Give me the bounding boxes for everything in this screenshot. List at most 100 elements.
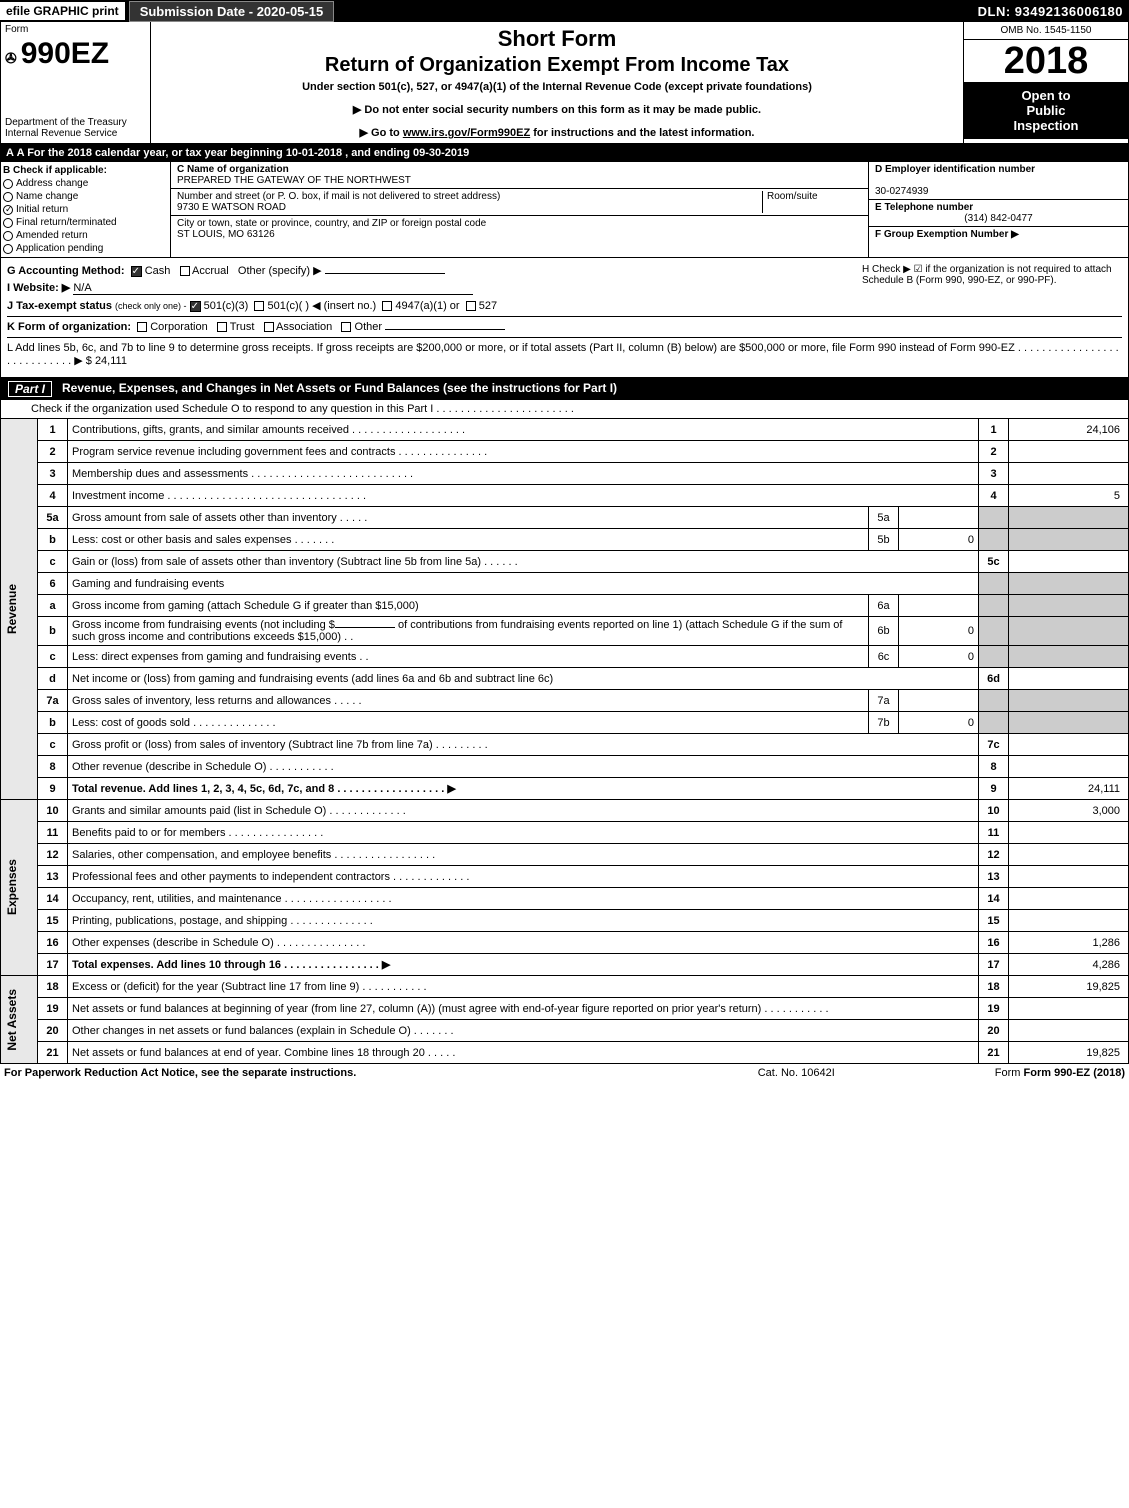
form-version: Form Form 990-EZ (2018) <box>995 1067 1125 1079</box>
line-4: 4 Investment income . . . . . . . . . . … <box>1 485 1129 507</box>
line-20: 20Other changes in net assets or fund ba… <box>1 1020 1129 1042</box>
chk-corp[interactable] <box>137 322 147 332</box>
period-begin: 10-01-2018 <box>286 147 342 159</box>
line-5b: b Less: cost or other basis and sales ex… <box>1 529 1129 551</box>
line-16: 16Other expenses (describe in Schedule O… <box>1 932 1129 954</box>
line-14: 14Occupancy, rent, utilities, and mainte… <box>1 888 1129 910</box>
phone: (314) 842-0477 <box>875 213 1122 224</box>
chk-trust[interactable] <box>217 322 227 332</box>
title-short-form: Short Form <box>159 26 955 52</box>
amt-10: 3,000 <box>1009 800 1129 822</box>
line-11: 11Benefits paid to or for members . . . … <box>1 822 1129 844</box>
sections-g-to-l: H Check ▶ ☑ if the organization is not r… <box>0 258 1129 378</box>
chk-pending[interactable]: Application pending <box>3 242 168 255</box>
form-number: ✇990EZ <box>1 37 150 71</box>
website-value: N/A <box>73 282 473 295</box>
chk-4947[interactable] <box>382 301 392 311</box>
open-inspection: Open to Public Inspection <box>964 82 1128 139</box>
form-icon: ✇ <box>5 50 17 67</box>
submission-date: Submission Date - 2020-05-15 <box>129 1 335 22</box>
part1-table: Revenue 1 Contributions, gifts, grants, … <box>0 418 1129 1064</box>
subtitle: Under section 501(c), 527, or 4947(a)(1)… <box>159 81 955 93</box>
line-5c: c Gain or (loss) from sale of assets oth… <box>1 551 1129 573</box>
chk-accrual[interactable] <box>180 266 190 276</box>
line-9: 9 Total revenue. Add lines 1, 2, 3, 4, 5… <box>1 778 1129 800</box>
chk-501c3[interactable] <box>190 301 201 312</box>
chk-final[interactable]: Final return/terminated <box>3 216 168 229</box>
line-6: 6 Gaming and fundraising events <box>1 573 1129 595</box>
line-21: 21Net assets or fund balances at end of … <box>1 1042 1129 1064</box>
chk-address[interactable]: Address change <box>3 177 168 190</box>
chk-assoc[interactable] <box>264 322 274 332</box>
l-amount: $ 24,111 <box>86 355 127 367</box>
entity-block: B Check if applicable: Address change Na… <box>0 162 1129 258</box>
tax-year: 2018 <box>964 40 1128 82</box>
period-a-label: A <box>6 147 14 159</box>
efile-header: efile GRAPHIC print Submission Date - 20… <box>0 0 1129 22</box>
cat-no: Cat. No. 10642I <box>758 1067 835 1079</box>
entity-name-address: C Name of organization PREPARED THE GATE… <box>171 162 868 257</box>
tax-period: A A For the 2018 calendar year, or tax y… <box>0 144 1129 162</box>
form-header: Form ✇990EZ Department of the Treasury I… <box>0 22 1129 144</box>
part1-header: Part I Revenue, Expenses, and Changes in… <box>0 378 1129 400</box>
amt-18: 19,825 <box>1009 976 1129 998</box>
line-10: Expenses 10 Grants and similar amounts p… <box>1 800 1129 822</box>
part1-check-o: Check if the organization used Schedule … <box>0 400 1129 418</box>
line-6a: a Gross income from gaming (attach Sched… <box>1 595 1129 617</box>
line-7b: b Less: cost of goods sold . . . . . . .… <box>1 712 1129 734</box>
chk-name[interactable]: Name change <box>3 190 168 203</box>
amt-1: 24,106 <box>1009 419 1129 441</box>
goto-note: ▶ Go to www.irs.gov/Form990EZ for instru… <box>159 126 955 139</box>
line-15: 15Printing, publications, postage, and s… <box>1 910 1129 932</box>
ssn-note: ▶ Do not enter social security numbers o… <box>159 103 955 116</box>
line-6b: b Gross income from fundraising events (… <box>1 617 1129 646</box>
header-right: OMB No. 1545-1150 2018 Open to Public In… <box>963 22 1128 143</box>
irs-link[interactable]: www.irs.gov/Form990EZ <box>403 127 530 139</box>
amt-21: 19,825 <box>1009 1042 1129 1064</box>
line-7a: 7a Gross sales of inventory, less return… <box>1 690 1129 712</box>
ein: 30-0274939 <box>875 186 928 197</box>
k-form-org: K Form of organization: Corporation Trus… <box>7 316 1122 333</box>
line-19: 19Net assets or fund balances at beginni… <box>1 998 1129 1020</box>
line-2: 2 Program service revenue including gove… <box>1 441 1129 463</box>
street-address: 9730 E WATSON ROAD <box>177 202 286 213</box>
department: Department of the Treasury Internal Reve… <box>1 113 150 143</box>
city-state-zip: ST LOUIS, MO 63126 <box>177 229 275 240</box>
b-checkboxes: B Check if applicable: Address change Na… <box>1 162 171 257</box>
omb-number: OMB No. 1545-1150 <box>964 22 1128 40</box>
line-7c: c Gross profit or (loss) from sales of i… <box>1 734 1129 756</box>
line-6c: c Less: direct expenses from gaming and … <box>1 646 1129 668</box>
line-18: Net Assets 18Excess or (deficit) for the… <box>1 976 1129 998</box>
entity-ids: D Employer identification number 30-0274… <box>868 162 1128 257</box>
amt-4: 5 <box>1009 485 1129 507</box>
amt-17: 4,286 <box>1009 954 1129 976</box>
amt-16: 1,286 <box>1009 932 1129 954</box>
line-3: 3 Membership dues and assessments . . . … <box>1 463 1129 485</box>
title-main: Return of Organization Exempt From Incom… <box>159 54 955 77</box>
chk-527[interactable] <box>466 301 476 311</box>
efile-print-label[interactable]: efile GRAPHIC print <box>0 2 125 20</box>
header-mid: Short Form Return of Organization Exempt… <box>151 22 963 143</box>
chk-cash[interactable] <box>131 266 142 277</box>
line-1: Revenue 1 Contributions, gifts, grants, … <box>1 419 1129 441</box>
dln: DLN: 93492136006180 <box>978 4 1129 19</box>
j-tax-exempt: J Tax-exempt status (check only one) - 5… <box>7 299 1122 312</box>
line-17: 17Total expenses. Add lines 10 through 1… <box>1 954 1129 976</box>
chk-amended[interactable]: Amended return <box>3 229 168 242</box>
line-12: 12Salaries, other compensation, and empl… <box>1 844 1129 866</box>
paperwork-notice: For Paperwork Reduction Act Notice, see … <box>4 1067 356 1079</box>
h-check: H Check ▶ ☑ if the organization is not r… <box>862 264 1122 286</box>
line-6d: d Net income or (loss) from gaming and f… <box>1 668 1129 690</box>
page-footer: For Paperwork Reduction Act Notice, see … <box>0 1064 1129 1082</box>
l-gross-receipts: L Add lines 5b, 6c, and 7b to line 9 to … <box>7 337 1122 367</box>
amt-9: 24,111 <box>1009 778 1129 800</box>
period-end: 09-30-2019 <box>413 147 469 159</box>
line-8: 8 Other revenue (describe in Schedule O)… <box>1 756 1129 778</box>
line-5a: 5a Gross amount from sale of assets othe… <box>1 507 1129 529</box>
form-word: Form <box>1 22 150 37</box>
chk-501c[interactable] <box>254 301 264 311</box>
chk-other[interactable] <box>341 322 351 332</box>
header-left: Form ✇990EZ Department of the Treasury I… <box>1 22 151 143</box>
chk-initial[interactable]: Initial return <box>3 203 168 216</box>
line-13: 13Professional fees and other payments t… <box>1 866 1129 888</box>
